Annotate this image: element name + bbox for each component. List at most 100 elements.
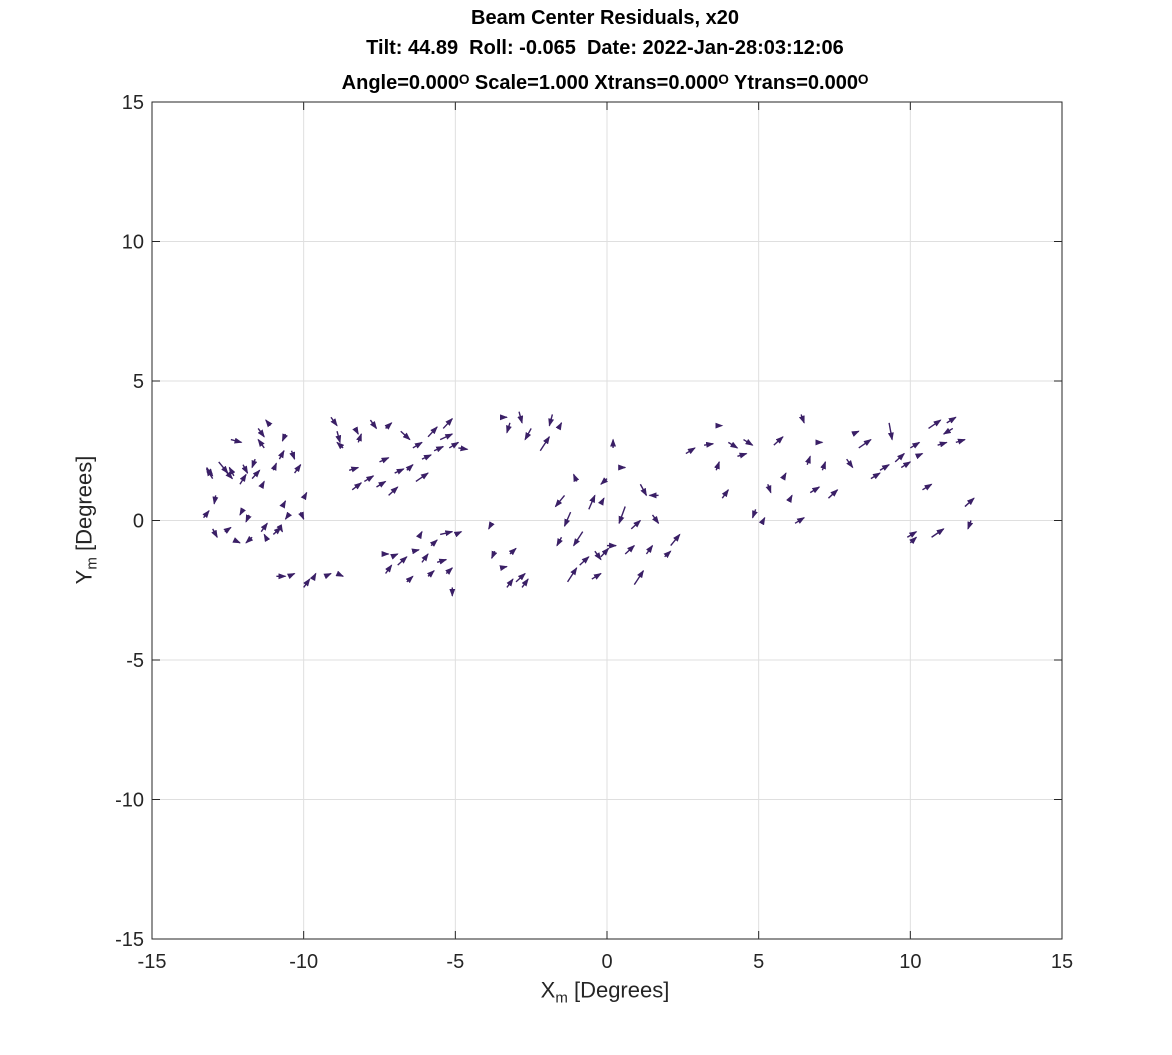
y-axis-label-unit: [Degrees] — [71, 455, 97, 558]
residual-arrow — [506, 422, 512, 434]
residual-arrow — [230, 437, 243, 444]
residual-arrow — [555, 421, 563, 431]
residual-arrow — [588, 494, 596, 510]
residual-arrow — [524, 428, 532, 441]
residual-arrow — [241, 464, 249, 474]
residual-arrow — [284, 511, 293, 520]
residual-arrow — [298, 511, 305, 521]
residual-arrow — [506, 578, 514, 588]
x-axis-label-sub: m — [555, 989, 568, 1007]
residual-arrow — [600, 547, 610, 558]
residual-arrow — [369, 419, 378, 430]
y-tick-label: -15 — [115, 929, 144, 951]
residual-arrow — [548, 414, 555, 427]
residual-arrow — [798, 414, 805, 424]
residual-arrow — [330, 416, 338, 427]
residual-arrow — [906, 531, 918, 538]
residual-arrow — [931, 528, 945, 538]
chart-title-line-3: Angle=0.000ᴼ Scale=1.000 Xtrans=0.000ᴼ Y… — [341, 72, 869, 94]
residual-arrow — [737, 452, 748, 459]
residual-arrow — [211, 528, 218, 539]
residual-arrow — [805, 455, 811, 465]
residual-arrow — [846, 458, 854, 469]
residual-arrow — [685, 447, 696, 455]
residual-arrow — [384, 564, 393, 574]
residual-arrow — [270, 462, 278, 471]
residual-arrow — [591, 572, 602, 580]
residual-arrow — [751, 509, 758, 519]
grid — [152, 102, 1062, 939]
residual-arrow — [412, 441, 423, 449]
residual-arrow — [937, 441, 948, 448]
y-tick-label: -10 — [115, 790, 144, 812]
residual-arrow — [263, 533, 271, 543]
residual-arrow — [336, 441, 345, 450]
residual-arrow — [293, 463, 302, 474]
residual-arrow — [900, 461, 912, 469]
x-tick-label: -15 — [138, 951, 167, 973]
residual-arrow — [572, 473, 580, 483]
residual-arrow — [265, 419, 273, 428]
y-tick-label: 10 — [122, 232, 144, 254]
residual-arrow — [851, 430, 860, 437]
y-tick-label: 0 — [133, 511, 144, 533]
x-tick-label: 15 — [1051, 951, 1073, 973]
residual-arrow — [887, 422, 894, 441]
residual-arrow — [515, 572, 526, 583]
residual-arrow — [453, 531, 463, 538]
x-tick-label: 10 — [899, 951, 921, 973]
residual-arrow — [794, 517, 806, 524]
residual-arrow — [427, 426, 438, 438]
residual-arrow — [554, 494, 566, 508]
residual-arrow — [820, 460, 827, 471]
residual-arrow — [379, 457, 390, 464]
arrow-series — [202, 411, 975, 597]
residual-arrow — [858, 439, 872, 449]
chart-title-line-2: Tilt: 44.89 Roll: -0.065 Date: 2022-Jan-… — [366, 37, 844, 59]
residual-arrow — [964, 497, 975, 508]
residual-arrow — [251, 469, 261, 480]
x-axis-label-main: X — [540, 977, 556, 1003]
residual-arrow — [809, 486, 821, 494]
residual-arrow — [286, 572, 296, 580]
residual-arrow — [440, 530, 454, 537]
residual-arrow — [411, 548, 420, 555]
residual-arrow — [429, 539, 438, 547]
residual-arrow — [765, 483, 772, 494]
residual-arrow — [212, 495, 219, 505]
residual-arrow — [415, 472, 429, 483]
residual-arrow — [436, 558, 448, 565]
y-tick-label: -5 — [126, 650, 144, 672]
residual-arrow — [400, 430, 411, 441]
residual-arrow — [309, 572, 317, 582]
residual-arrow — [257, 438, 265, 449]
residual-arrow — [773, 436, 784, 446]
residual-arrow — [597, 497, 605, 506]
residual-arrow — [955, 438, 966, 445]
residual-arrow — [384, 422, 393, 430]
residual-arrow — [727, 441, 739, 449]
residual-arrow — [303, 578, 311, 588]
residual-arrow — [277, 449, 285, 460]
residual-arrow — [870, 472, 881, 480]
residual-arrow — [445, 567, 454, 575]
residual-arrow — [946, 416, 957, 424]
residual-arrow — [348, 466, 360, 473]
residual-arrow — [388, 486, 399, 496]
chart-title-line-1: Beam Center Residuals, x20 — [471, 7, 739, 29]
residual-arrow — [421, 454, 432, 461]
residual-arrow — [439, 433, 454, 441]
residual-arrow — [714, 460, 720, 471]
residual-arrow — [363, 475, 375, 483]
residual-arrow — [594, 550, 602, 561]
x-tick-label: 5 — [753, 951, 764, 973]
residual-arrow — [618, 506, 626, 525]
residual-arrow — [351, 482, 363, 491]
residual-arrow — [556, 536, 563, 547]
residual-arrow — [922, 483, 933, 491]
tick-marks — [151, 101, 1063, 940]
residual-arrow — [356, 433, 362, 443]
x-tick-label: -10 — [289, 951, 318, 973]
residual-arrow — [276, 524, 284, 533]
